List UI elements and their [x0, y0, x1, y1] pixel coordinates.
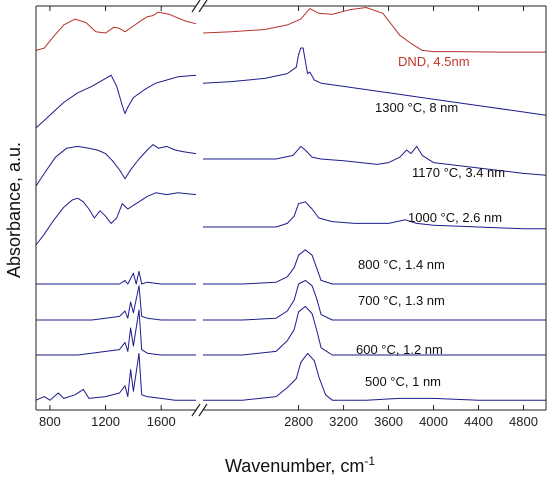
series-line-800-c-1-4-nm-right: [203, 249, 546, 285]
y-axis-title: Absorbance, a.u.: [4, 142, 24, 278]
axis-break-mark: [198, 0, 208, 13]
series-line-500-c-1-nm-left: [35, 352, 196, 401]
series-line-dnd-4-5nm-left: [35, 11, 197, 51]
series-label-1000-c-2-6-nm: 1000 °C, 2.6 nm: [408, 210, 502, 225]
series-line-1300-c-8-nm-left: [35, 74, 197, 129]
series-label-600-c-1-2-nm: 600 °C, 1.2 nm: [356, 342, 443, 357]
x-tick-label: 1200: [91, 414, 120, 429]
x-tick-label: 800: [39, 414, 61, 429]
series-label-1300-c-8-nm: 1300 °C, 8 nm: [375, 100, 458, 115]
axis-break-mark: [198, 403, 208, 417]
series-label-1170-c-3-4-nm: 1170 °C, 3.4 nm: [412, 165, 505, 180]
x-tick-label: 2800: [284, 414, 313, 429]
series-label-700-c-1-3-nm: 700 °C, 1.3 nm: [358, 293, 445, 308]
series-line-800-c-1-4-nm-left: [36, 270, 196, 285]
x-tick-label: 4800: [509, 414, 538, 429]
series-label-800-c-1-4-nm: 800 °C, 1.4 nm: [358, 257, 445, 272]
series-line-500-c-1-nm-right: [203, 352, 546, 401]
series-line-1000-c-2-6-nm-right: [203, 201, 546, 230]
series-line-1170-c-3-4-nm-left: [35, 144, 197, 187]
series-label-dnd-4-5nm: DND, 4.5nm: [398, 54, 470, 69]
x-axis-title: Wavenumber, cm-1: [225, 454, 375, 476]
series-line-1000-c-2-6-nm-left: [35, 192, 197, 246]
series-line-1170-c-3-4-nm-right: [203, 145, 547, 176]
series-line-600-c-1-2-nm-right: [203, 305, 546, 356]
x-tick-label: 3600: [374, 414, 403, 429]
series-label-500-c-1-nm: 500 °C, 1 nm: [365, 374, 441, 389]
series-line-dnd-4-5nm-right: [202, 7, 546, 53]
x-tick-label: 3200: [329, 414, 358, 429]
x-tick-label: 4000: [419, 414, 448, 429]
x-tick-label: 4400: [464, 414, 493, 429]
series-line-700-c-1-3-nm-right: [203, 279, 546, 321]
x-tick-label: 1600: [147, 414, 176, 429]
axis-break-mark: [191, 0, 201, 13]
series-line-600-c-1-2-nm-left: [36, 309, 196, 356]
axis-break-mark: [191, 403, 201, 417]
series-line-1300-c-8-nm-right: [202, 47, 547, 116]
series-line-700-c-1-3-nm-left: [36, 285, 196, 321]
